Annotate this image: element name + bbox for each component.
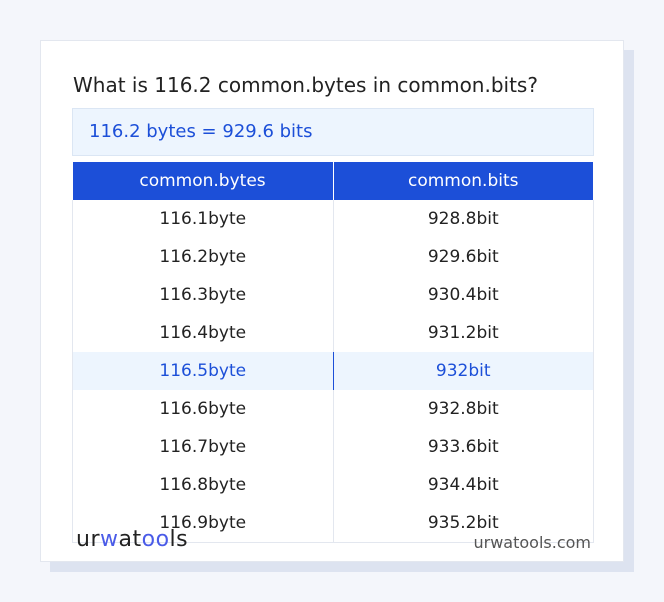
bytes-cell: 116.2byte xyxy=(72,238,334,276)
bytes-cell: 116.3byte xyxy=(72,276,334,314)
table-row: 116.3byte 930.4bit xyxy=(72,276,594,314)
urwatools-logo[interactable]: urwatools xyxy=(76,527,189,552)
conversion-table: common.bytes common.bits 116.1byte 928.8b… xyxy=(72,162,594,543)
table-row: 116.5byte 932bit xyxy=(72,352,594,390)
table-row: 116.2byte 929.6bit xyxy=(72,238,594,276)
bytes-cell: 116.1byte xyxy=(72,200,334,238)
bits-cell: 928.8bit xyxy=(332,200,594,238)
page-title: What is 116.2 common.bytes in common.bit… xyxy=(73,73,538,97)
bytes-cell: 116.4byte xyxy=(72,314,334,352)
bits-cell: 929.6bit xyxy=(332,238,594,276)
table-row: 116.6byte 932.8bit xyxy=(72,390,594,428)
bits-cell: 934.4bit xyxy=(332,466,594,504)
bytes-cell: 116.5byte xyxy=(72,352,334,390)
bits-cell: 935.2bit xyxy=(332,504,594,543)
bits-cell: 930.4bit xyxy=(332,276,594,314)
bytes-cell: 116.7byte xyxy=(72,428,334,466)
table-row: 116.8byte 934.4bit xyxy=(72,466,594,504)
bytes-cell: 116.6byte xyxy=(72,390,334,428)
converter-card: What is 116.2 common.bytes in common.bit… xyxy=(40,40,624,562)
result-box: 116.2 bytes = 929.6 bits xyxy=(72,108,594,156)
bytes-cell: 116.9byte xyxy=(72,504,334,543)
header-bytes: common.bytes xyxy=(72,162,334,200)
header-bits: common.bits xyxy=(333,162,594,200)
bits-cell: 931.2bit xyxy=(332,314,594,352)
bits-cell: 932bit xyxy=(332,352,594,390)
table-row: 116.9byte 935.2bit xyxy=(72,504,594,543)
bytes-cell: 116.8byte xyxy=(72,466,334,504)
bits-cell: 933.6bit xyxy=(332,428,594,466)
bits-cell: 932.8bit xyxy=(332,390,594,428)
site-link[interactable]: urwatools.com xyxy=(473,533,592,552)
table-row: 116.4byte 931.2bit xyxy=(72,314,594,352)
table-row: 116.7byte 933.6bit xyxy=(72,428,594,466)
table-row: 116.1byte 928.8bit xyxy=(72,200,594,238)
table-header: common.bytes common.bits xyxy=(72,162,594,200)
